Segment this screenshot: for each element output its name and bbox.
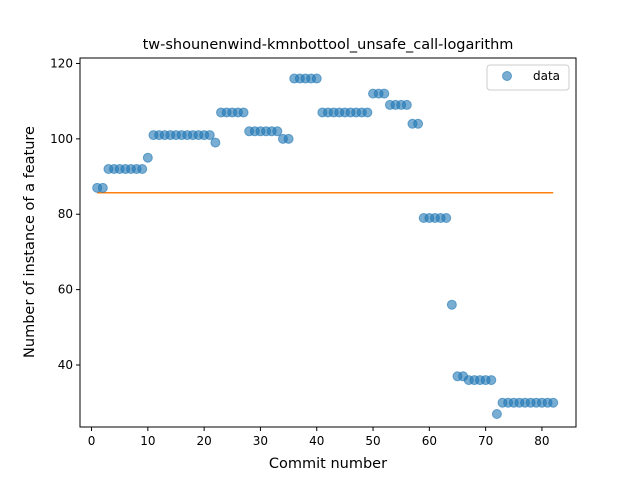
data-point [491,408,502,419]
legend-label-data: data [533,69,560,83]
data-point [142,152,153,163]
y-tick-label: 100 [50,132,73,146]
x-tick-label: 30 [253,434,268,448]
y-axis-label: Number of instance of a feature [22,126,38,358]
x-axis-label: Commit number [269,456,387,472]
x-tick-label: 20 [197,434,212,448]
data-points-layer [92,73,559,419]
data-point [413,118,424,129]
x-tick-label: 10 [140,434,155,448]
y-axis: 40 60 80 100 120 [50,56,80,372]
y-tick-label: 120 [50,56,73,70]
data-point [401,99,412,110]
plot-area [92,73,559,419]
data-point [137,164,148,175]
data-point [210,137,221,148]
y-tick-label: 40 [58,358,73,372]
y-tick-label: 60 [58,283,73,297]
data-point [441,213,452,224]
data-point [238,107,249,118]
data-point [272,126,283,137]
x-tick-label: 60 [422,434,437,448]
data-point [204,130,215,141]
x-tick-label: 0 [88,434,96,448]
axes-frame [79,57,577,428]
legend-marker [502,71,512,81]
data-point [311,73,322,84]
data-point [97,182,108,193]
legend: data [486,64,570,91]
data-point [379,88,390,99]
data-point [548,397,559,408]
y-tick-label: 80 [58,207,73,221]
chart-title: tw-shounenwind-kmnbottool_unsafe_call-lo… [143,37,514,53]
data-point [446,299,457,310]
x-tick-label: 70 [478,434,493,448]
data-point [362,107,373,118]
data-point [283,133,294,144]
x-tick-label: 80 [534,434,549,448]
data-point [486,375,497,386]
x-axis: 0 10 20 30 40 50 60 70 80 [88,427,550,448]
x-tick-label: 40 [309,434,324,448]
x-tick-label: 50 [365,434,380,448]
